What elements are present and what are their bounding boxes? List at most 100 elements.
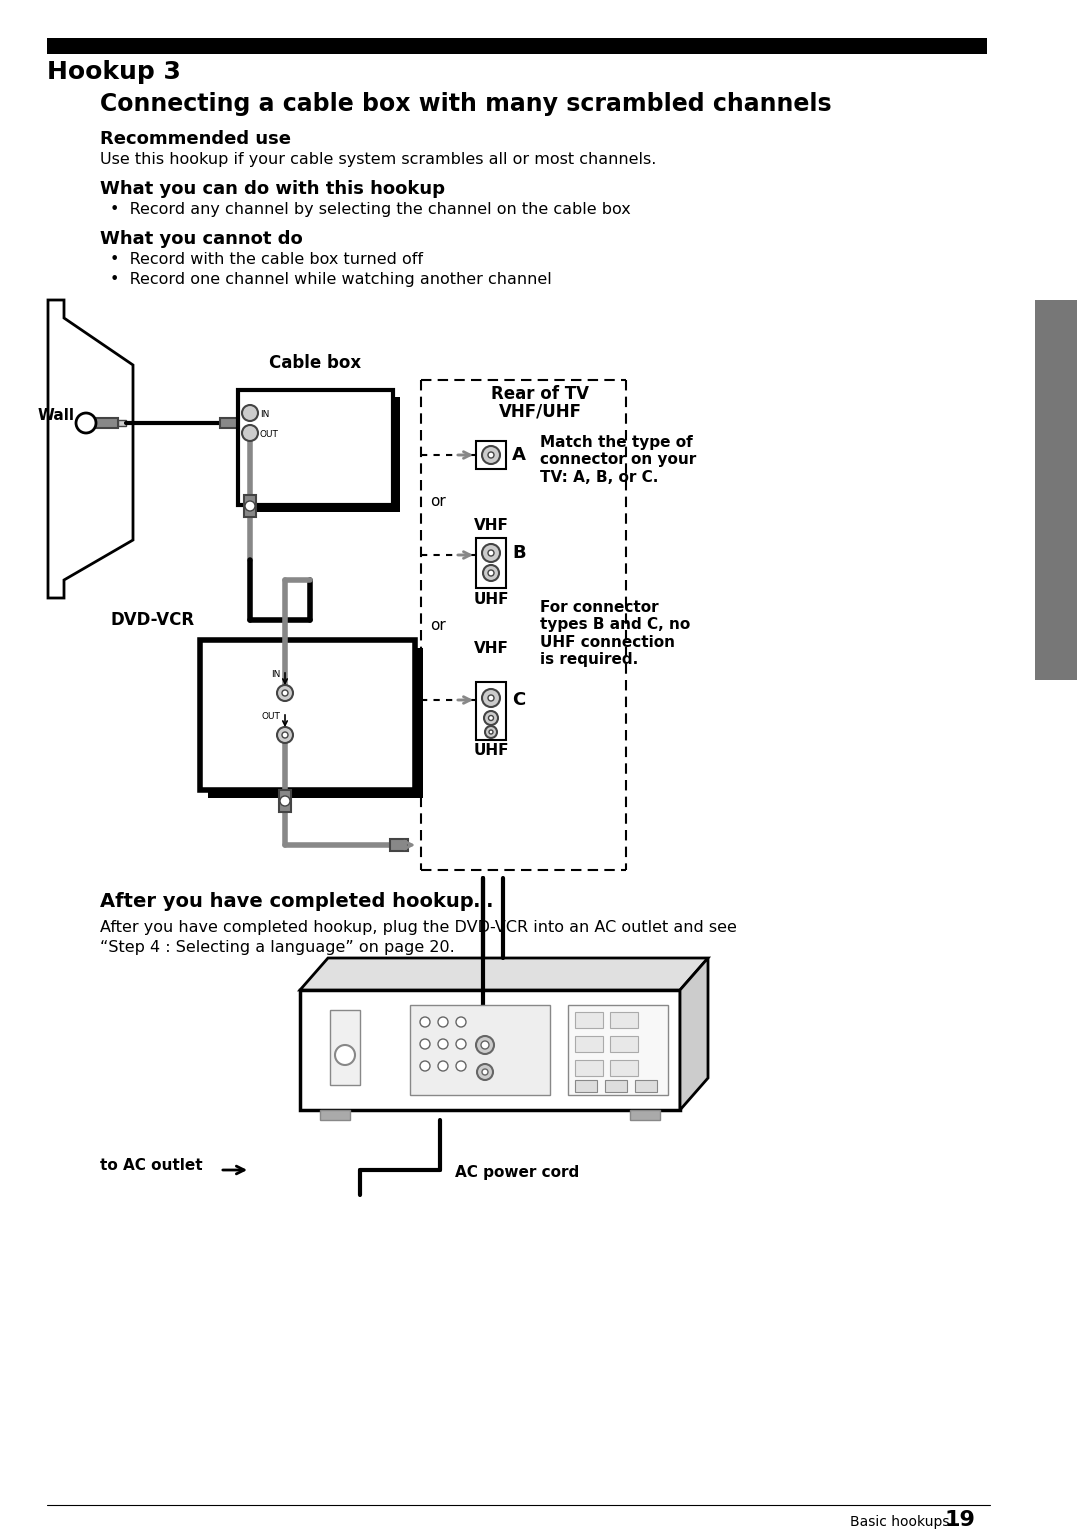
- Bar: [410, 1005, 550, 1095]
- Bar: [630, 1110, 660, 1121]
- Circle shape: [476, 1037, 494, 1053]
- Text: After you have completed hookup, plug the DVD-VCR into an AC outlet and see: After you have completed hookup, plug th…: [100, 920, 737, 936]
- Text: Match the type of
connector on your
TV: A, B, or C.: Match the type of connector on your TV: …: [540, 434, 697, 485]
- Bar: [279, 790, 291, 812]
- Circle shape: [456, 1061, 465, 1070]
- Circle shape: [438, 1017, 448, 1027]
- Text: IN: IN: [260, 410, 269, 419]
- Text: Use this hookup if your cable system scrambles all or most channels.: Use this hookup if your cable system scr…: [100, 151, 657, 167]
- Circle shape: [282, 690, 288, 696]
- Text: C: C: [512, 691, 525, 709]
- Circle shape: [335, 1044, 355, 1066]
- Circle shape: [420, 1061, 430, 1070]
- Circle shape: [482, 544, 500, 563]
- Bar: [605, 1079, 627, 1092]
- Bar: [330, 1011, 360, 1086]
- Text: “Step 4 : Selecting a language” on page 20.: “Step 4 : Selecting a language” on page …: [100, 940, 455, 956]
- Text: Cable box: Cable box: [269, 355, 361, 372]
- Text: Connecting a cable box with many scrambled channels: Connecting a cable box with many scrambl…: [100, 92, 832, 116]
- Text: VHF: VHF: [473, 518, 509, 534]
- Bar: [575, 1060, 603, 1076]
- Circle shape: [438, 1040, 448, 1049]
- Bar: [1035, 300, 1077, 680]
- Text: •  Record with the cable box turned off: • Record with the cable box turned off: [110, 252, 423, 268]
- Text: 19: 19: [944, 1511, 975, 1529]
- Circle shape: [242, 405, 258, 420]
- Circle shape: [456, 1040, 465, 1049]
- Text: What you can do with this hookup: What you can do with this hookup: [100, 180, 445, 197]
- Bar: [575, 1037, 603, 1052]
- Text: What you cannot do: What you cannot do: [100, 229, 302, 248]
- Circle shape: [276, 685, 293, 700]
- Text: Rear of TV: Rear of TV: [491, 385, 589, 404]
- Bar: [220, 417, 238, 428]
- Text: •  Record one channel while watching another channel: • Record one channel while watching anot…: [110, 272, 552, 287]
- Text: •  Record any channel by selecting the channel on the cable box: • Record any channel by selecting the ch…: [110, 202, 631, 217]
- Bar: [244, 495, 256, 517]
- Circle shape: [245, 502, 255, 511]
- Circle shape: [242, 425, 258, 440]
- Text: Getting Started: Getting Started: [1049, 425, 1064, 555]
- Polygon shape: [48, 300, 133, 598]
- Circle shape: [482, 690, 500, 706]
- Bar: [610, 1012, 638, 1027]
- Circle shape: [420, 1040, 430, 1049]
- Circle shape: [456, 1017, 465, 1027]
- Text: B: B: [512, 544, 526, 563]
- Bar: [390, 839, 408, 852]
- Bar: [476, 538, 507, 589]
- Polygon shape: [680, 959, 708, 1110]
- Circle shape: [488, 570, 494, 576]
- Circle shape: [485, 726, 497, 739]
- Bar: [568, 1005, 669, 1095]
- Bar: [610, 1037, 638, 1052]
- Text: or: or: [430, 494, 446, 509]
- Text: or: or: [430, 618, 446, 633]
- Text: to AC outlet: to AC outlet: [100, 1157, 203, 1173]
- Text: OUT: OUT: [260, 430, 279, 439]
- Circle shape: [438, 1061, 448, 1070]
- Text: VHF/UHF: VHF/UHF: [499, 404, 581, 420]
- Text: UHF: UHF: [473, 592, 509, 607]
- Circle shape: [482, 1069, 488, 1075]
- Bar: [48, 38, 987, 54]
- Circle shape: [488, 453, 494, 459]
- Bar: [575, 1012, 603, 1027]
- Text: Basic hookups: Basic hookups: [850, 1515, 949, 1529]
- Text: Wall: Wall: [38, 408, 75, 422]
- Bar: [610, 1060, 638, 1076]
- Text: AC power cord: AC power cord: [455, 1165, 579, 1180]
- Circle shape: [282, 732, 288, 739]
- Circle shape: [488, 696, 494, 700]
- Text: Recommended use: Recommended use: [100, 130, 291, 148]
- Polygon shape: [300, 959, 708, 989]
- Text: VHF: VHF: [473, 641, 509, 656]
- Circle shape: [484, 711, 498, 725]
- Bar: [200, 641, 415, 790]
- Bar: [320, 1110, 350, 1121]
- Circle shape: [477, 1064, 492, 1079]
- Circle shape: [488, 716, 494, 720]
- Bar: [245, 398, 400, 512]
- Circle shape: [280, 797, 291, 806]
- Text: UHF: UHF: [473, 743, 509, 758]
- Text: DVD-VCR: DVD-VCR: [111, 612, 195, 628]
- Text: OUT: OUT: [261, 713, 280, 722]
- Bar: [476, 682, 507, 740]
- Bar: [118, 420, 126, 427]
- Bar: [208, 648, 423, 798]
- Circle shape: [483, 566, 499, 581]
- Circle shape: [482, 446, 500, 463]
- Bar: [635, 1079, 657, 1092]
- Text: For connector
types B and C, no
UHF connection
is required.: For connector types B and C, no UHF conn…: [540, 599, 690, 667]
- Text: A: A: [512, 446, 526, 463]
- Text: Hookup 3: Hookup 3: [48, 60, 180, 84]
- Circle shape: [481, 1041, 489, 1049]
- Bar: [476, 440, 507, 469]
- Circle shape: [489, 729, 492, 734]
- Bar: [96, 417, 118, 428]
- Circle shape: [276, 726, 293, 743]
- Bar: [575, 1079, 597, 1092]
- Circle shape: [76, 413, 96, 433]
- Bar: [238, 390, 393, 505]
